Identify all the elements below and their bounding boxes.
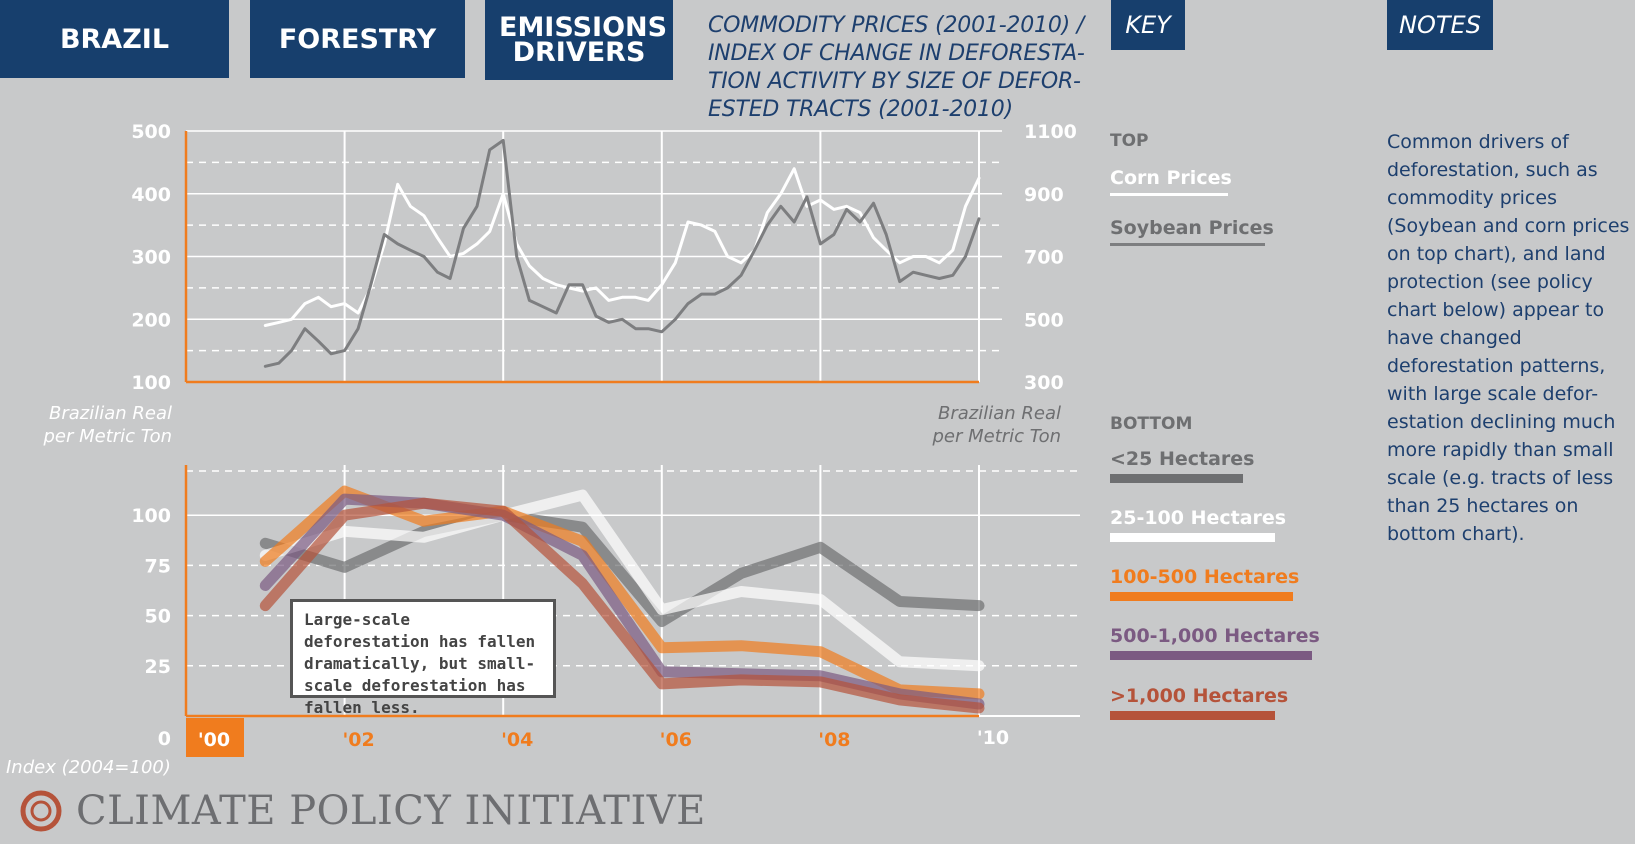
footer-logo: CLIMATE POLICY INITIATIVE [16, 786, 706, 836]
legend-swatch-gt1000 [1110, 711, 1275, 720]
top-chart-series [263, 138, 981, 368]
legend-swatch-100-500 [1110, 592, 1293, 601]
legend-top-label: TOP [1110, 131, 1149, 151]
top-left-tick-label: 400 [131, 184, 171, 206]
legend-item-500-1000: 500-1,000 Hectares [1110, 625, 1320, 647]
top-series-line-1 [263, 138, 981, 368]
legend-swatch-soybean [1110, 243, 1265, 246]
legend-swatch-25-100 [1110, 533, 1275, 542]
legend-item-corn: Corn Prices [1110, 167, 1232, 189]
bottom-x-tick-label: '00 [198, 729, 230, 751]
bottom-series-line-0 [259, 509, 985, 628]
bottom-series-line-4 [259, 497, 985, 714]
top-left-tick-label: 300 [131, 247, 171, 269]
bottom-x-tick-label: '06 [660, 729, 692, 751]
top-chart-grid [186, 130, 1002, 382]
notes-text: Common drivers of deforestation, such as… [1387, 131, 1630, 545]
top-right-tick-label: 300 [1024, 372, 1064, 394]
legend-item-lt25: <25 Hectares [1110, 448, 1255, 470]
bottom-y-tick-label: 100 [131, 505, 171, 527]
tab-brazil[interactable]: BRAZIL [0, 0, 229, 78]
bottom-x-tick-label: '08 [818, 729, 850, 751]
callout-box: Large-scale deforestation has fallen dra… [290, 599, 556, 717]
bottom-axis-caption: Index (2004=100) [6, 757, 171, 778]
chart-title: COMMODITY PRICES (2001-2010) / INDEX OF … [708, 13, 1085, 122]
legend-item-100-500: 100-500 Hectares [1110, 566, 1300, 588]
top-chart-axis: 100 200 300 400 500 300 500 700 900 1100 [131, 121, 1077, 394]
bottom-x-tick-label: '02 [342, 729, 374, 751]
bottom-x-tick-label: '04 [501, 729, 533, 751]
bottom-chart-axis: 0 25 50 75 100 '00 '02 '04 '06 '08 '10 [131, 465, 1009, 757]
top-series-line-0 [263, 167, 981, 327]
top-left-tick-label: 500 [131, 121, 171, 143]
top-right-tick-label: 900 [1024, 184, 1064, 206]
tab-emissions-drivers-label: EMISSIONS DRIVERS [499, 12, 668, 68]
top-right-tick-label: 500 [1024, 309, 1064, 331]
legend-swatch-corn [1110, 193, 1228, 196]
bottom-y-tick-label: 0 [158, 728, 171, 750]
legend-item-25-100: 25-100 Hectares [1110, 507, 1287, 529]
legend-item-soybean: Soybean Prices [1110, 217, 1274, 239]
bottom-y-tick-label: 25 [145, 656, 171, 678]
bottom-chart-series [259, 485, 985, 714]
top-right-axis-caption: Brazilian Real per Metric Ton [932, 403, 1062, 447]
legend-bottom-label: BOTTOM [1110, 414, 1193, 434]
tab-emissions-drivers[interactable]: EMISSIONS DRIVERS [485, 0, 673, 80]
top-right-tick-label: 1100 [1024, 121, 1077, 143]
bottom-x-tick-label: '10 [977, 727, 1009, 749]
legend-item-gt1000: >1,000 Hectares [1110, 685, 1289, 707]
legend-swatch-500-1000 [1110, 651, 1312, 660]
bottom-x-tick-highlight [186, 718, 244, 757]
tab-forestry[interactable]: FORESTRY [250, 0, 465, 78]
notes-heading: NOTES [1387, 0, 1493, 50]
bottom-y-tick-label: 75 [145, 555, 171, 577]
top-left-axis-caption: Brazilian Real per Metric Ton [43, 403, 173, 447]
top-left-tick-label: 200 [131, 309, 171, 331]
key-heading: KEY [1111, 0, 1185, 50]
bottom-series-line-3 [259, 493, 985, 710]
bottom-series-line-1 [259, 489, 985, 672]
legend-swatch-lt25 [1110, 474, 1243, 483]
top-left-tick-label: 100 [131, 372, 171, 394]
top-right-tick-label: 700 [1024, 247, 1064, 269]
cpi-logo-icon [20, 790, 62, 832]
bottom-y-tick-label: 50 [145, 606, 171, 628]
logo-text: CLIMATE POLICY INITIATIVE [76, 788, 706, 834]
